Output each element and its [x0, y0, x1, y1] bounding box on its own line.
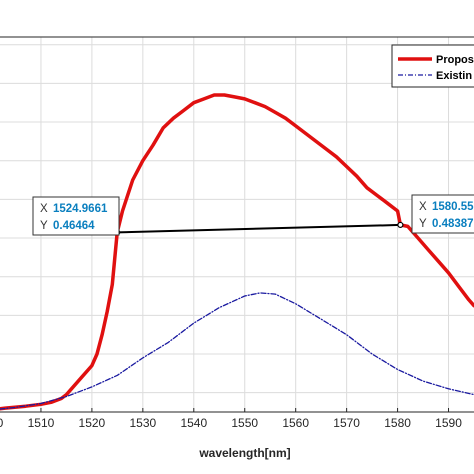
plot-area: [0, 93, 474, 411]
datatip-x-key: X: [419, 201, 427, 213]
x-tick-label: 1550: [231, 416, 258, 430]
x-tick-label: 1570: [333, 416, 360, 430]
x-tick-label: 1500: [0, 416, 4, 430]
series-line-1: [0, 292, 474, 410]
legend-box: [391, 44, 474, 88]
datatip-box: [411, 194, 474, 234]
x-axis-label: wavelength[nm]: [198, 446, 290, 460]
legend: Propos Existin: [391, 44, 474, 88]
datatip-box: [32, 196, 120, 236]
datatip-x-key: X: [40, 203, 48, 215]
datatip-y-key: Y: [40, 220, 48, 232]
datatip-y-key: Y: [419, 218, 427, 230]
datatip-connector-line: [117, 223, 401, 234]
datatips: X 1524.9661 Y 0.46464 X 1580.55 Y 0.48387: [32, 194, 474, 236]
legend-label-1: Existin: [436, 70, 472, 82]
x-tick-label: 1580: [384, 416, 411, 430]
x-tick-label: 1590: [435, 416, 462, 430]
datatip-x-value: 1580.55: [432, 201, 474, 213]
datatip-x-value: 1524.9661: [53, 203, 108, 215]
series-line-0: [0, 93, 474, 411]
datatip-marker: [397, 221, 404, 229]
x-tick-label: 1560: [282, 416, 309, 430]
datatip-y-value: 0.48387: [432, 218, 474, 230]
x-tick-label: 1540: [180, 416, 207, 430]
x-tick-label: 1510: [28, 416, 55, 430]
datatip-y-value: 0.46464: [53, 220, 95, 232]
legend-label-0: Propos: [436, 54, 474, 66]
x-axis-ticks: 1500 1510 1520 1530 1540 1550 1560 1570 1580 1590: [0, 408, 474, 430]
x-tick-label: 1520: [79, 416, 106, 430]
x-tick-label: 1530: [129, 416, 156, 430]
